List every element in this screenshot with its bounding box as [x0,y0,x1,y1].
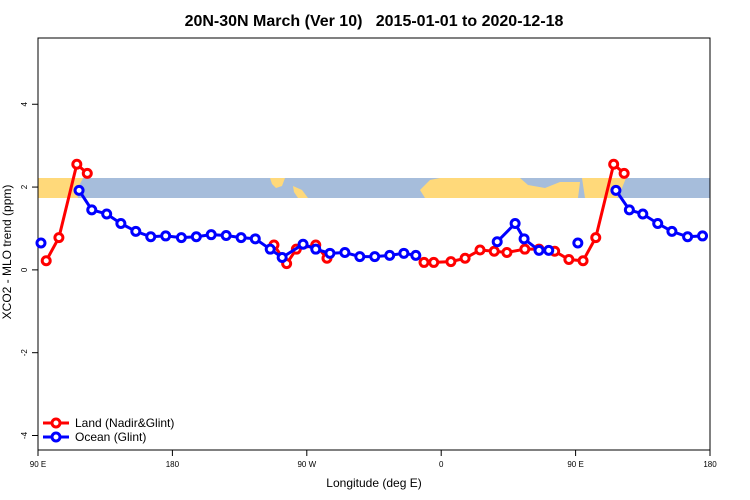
data-point [115,218,127,230]
data-point [509,218,521,230]
plot-frame [37,37,711,451]
legend-label: Ocean (Glint) [75,430,146,444]
data-point [623,204,635,216]
data-point [130,225,142,237]
data-point [384,249,396,261]
data-point [398,247,410,259]
data-point [474,244,486,256]
data-point [220,230,232,242]
data-point [101,208,113,220]
x-tick-label: 90 E [567,460,583,469]
data-point [190,231,202,243]
y-tick-label: 2 [20,184,29,189]
data-point [264,243,276,255]
data-point [175,232,187,244]
x-axis-label: Longitude (deg E) [326,476,421,490]
x-tick-label: 90 W [297,460,316,469]
data-point [682,231,694,243]
data-point [297,238,309,250]
data-point [418,256,430,268]
data-point [310,243,322,255]
data-point [491,236,503,248]
data-point [533,244,545,256]
data-point [53,232,65,244]
data-point [81,167,93,179]
legend-label: Land (Nadir&Glint) [75,416,174,430]
data-point [410,249,422,261]
x-tick-label: 90 E [30,460,46,469]
data-point [73,184,85,196]
x-tick-label: 0 [439,460,444,469]
data-point [459,252,471,264]
data-point [518,233,530,245]
map-strip [38,178,710,198]
data-point [339,246,351,258]
data-point [369,251,381,263]
data-point [543,244,555,256]
data-point [249,233,261,245]
x-tick-label: 180 [166,460,180,469]
data-point [205,229,217,241]
data-point [610,184,622,196]
chart-title: 20N-30N March (Ver 10) 2015-01-01 to 202… [185,13,564,30]
legend-marker [50,431,62,443]
data-point [637,208,649,220]
data-point [160,230,172,242]
y-tick-label: -4 [20,431,29,439]
y-axis-label: XCO2 - MLO trend (ppm) [0,185,14,320]
data-point [324,247,336,259]
x-tick-label: 180 [703,460,717,469]
data-point [86,204,98,216]
series-line [77,189,703,260]
data-point [519,243,531,255]
data-point [488,245,500,257]
data-point [652,218,664,230]
data-point [354,251,366,263]
data-point [235,232,247,244]
data-point [572,237,584,249]
data-point [276,251,288,263]
data-point [40,255,52,267]
y-tick-label: 4 [20,101,29,106]
data-point [590,232,602,244]
data-point [563,254,575,266]
data-point [428,256,440,268]
data-point [145,231,157,243]
legend-marker [50,417,62,429]
data-point [501,246,513,258]
data-point [666,225,678,237]
data-point [697,230,709,242]
data-point [577,255,589,267]
y-tick-label: -2 [20,349,29,357]
data-point [35,237,47,249]
data-point [445,256,457,268]
y-tick-label: 0 [20,267,29,272]
data-point [608,158,620,170]
data-point [71,158,83,170]
data-point [618,167,630,179]
